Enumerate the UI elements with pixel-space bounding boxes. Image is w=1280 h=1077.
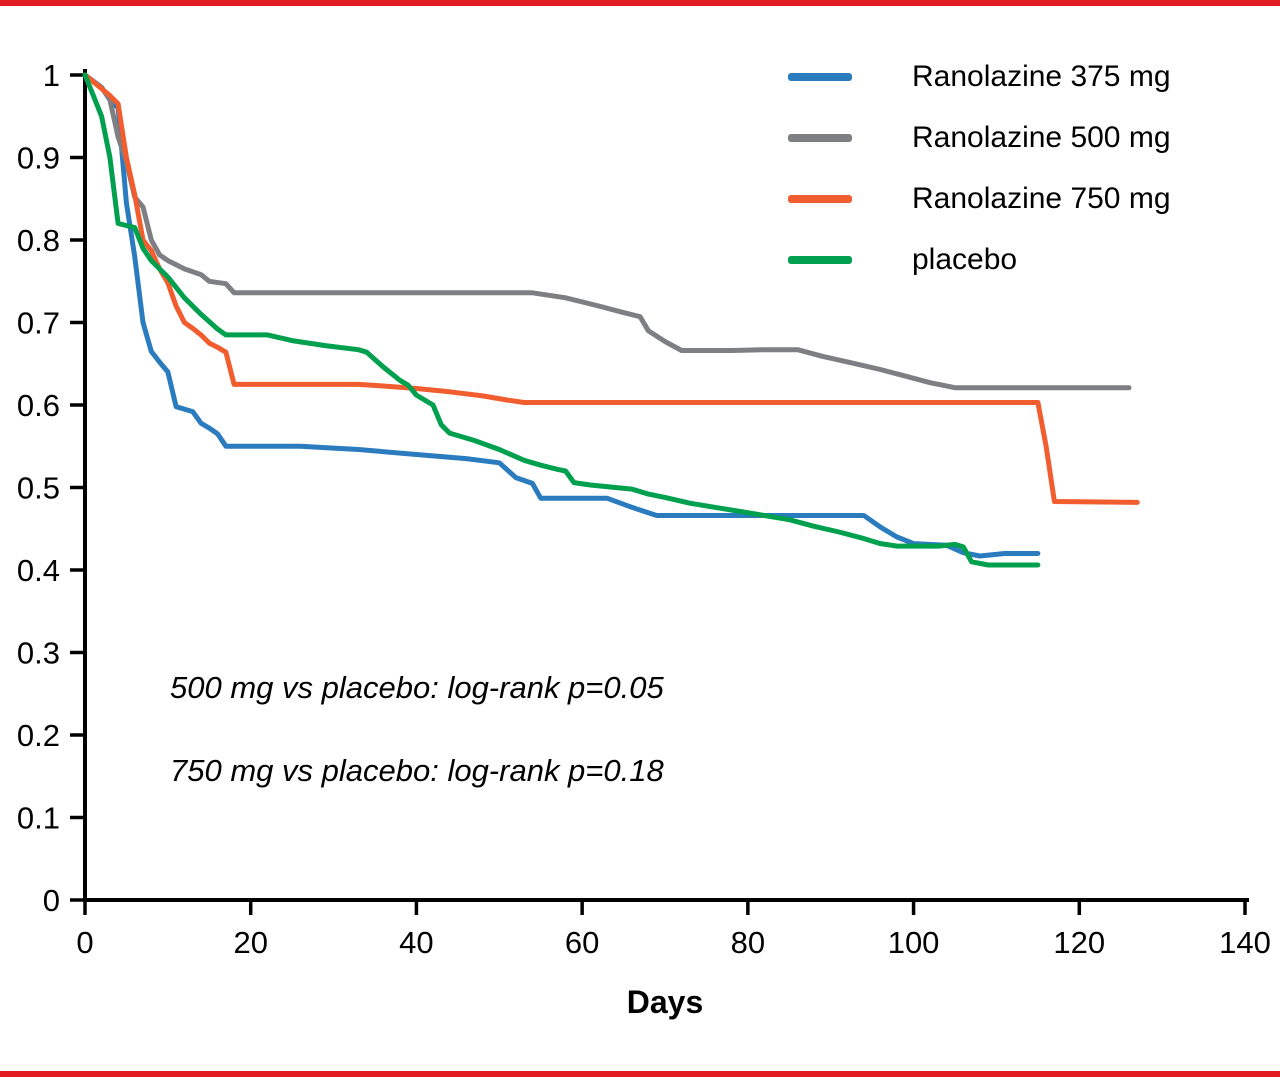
y-tick-label: 0.3 [17, 636, 60, 671]
legend-item-ranolazine-750: Ranolazine 750 mg [788, 168, 1171, 229]
y-tick-label: 0 [43, 883, 60, 918]
x-tick-label: 100 [888, 925, 940, 960]
y-tick-label: 0.7 [17, 306, 60, 341]
y-tick-label: 0.5 [17, 471, 60, 506]
y-tick-label: 0.1 [17, 801, 60, 836]
x-tick-label: 0 [76, 925, 93, 960]
legend-swatch-placebo [788, 255, 852, 264]
series-line-placebo [82, 72, 1041, 568]
top-border-rule [0, 0, 1280, 6]
bottom-border-rule [0, 1071, 1280, 1077]
x-tick-label: 40 [399, 925, 433, 960]
legend-item-ranolazine-500: Ranolazine 500 mg [788, 107, 1171, 168]
series-line-ranolazine-375-mg [82, 72, 1041, 559]
series-line-ranolazine-750-mg [82, 72, 1140, 505]
legend-label-ranolazine-500: Ranolazine 500 mg [912, 120, 1171, 154]
chart-legend: Ranolazine 375 mg Ranolazine 500 mg Rano… [788, 46, 1171, 290]
y-tick-label: 0.9 [17, 141, 60, 176]
legend-label-ranolazine-375: Ranolazine 375 mg [912, 59, 1171, 93]
x-tick-label: 120 [1053, 925, 1105, 960]
x-tick-label: 140 [1219, 925, 1271, 960]
legend-label-ranolazine-750: Ranolazine 750 mg [912, 181, 1171, 215]
legend-label-placebo: placebo [912, 242, 1018, 276]
annotation-500-vs-placebo: 500 mg vs placebo: log-rank p=0.05 [170, 670, 664, 705]
legend-swatch-ranolazine-375 [788, 72, 852, 81]
y-tick-label: 0.6 [17, 388, 60, 423]
y-tick-label: 1 [43, 58, 60, 93]
legend-item-placebo: placebo [788, 229, 1171, 290]
x-tick-label: 60 [565, 925, 599, 960]
legend-swatch-ranolazine-750 [788, 194, 852, 203]
legend-swatch-ranolazine-500 [788, 133, 852, 142]
y-tick-label: 0.2 [17, 718, 60, 753]
x-tick-label: 80 [731, 925, 765, 960]
x-tick-label: 20 [233, 925, 267, 960]
y-tick-label: 0.4 [17, 553, 60, 588]
y-tick-label: 0.8 [17, 223, 60, 258]
x-axis-title: Days [626, 984, 704, 1020]
annotation-750-vs-placebo: 750 mg vs placebo: log-rank p=0.18 [170, 753, 664, 788]
legend-item-ranolazine-375: Ranolazine 375 mg [788, 46, 1171, 107]
